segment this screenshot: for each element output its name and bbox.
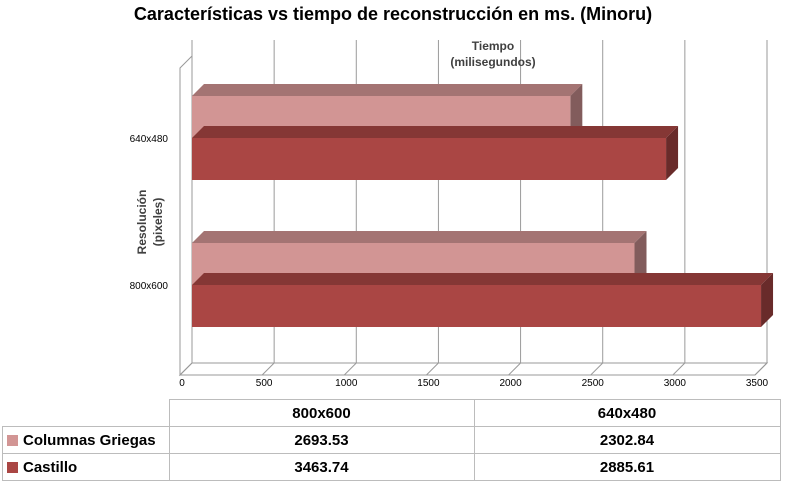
table-header-cell: 640x480 [473,399,781,427]
data-table: 800x600 640x480 Columnas Griegas 2693.53… [2,399,781,481]
bar-side [666,126,679,180]
x-tick-label: 500 [256,378,273,389]
gridline [672,362,686,376]
y-tick-labels: 640x480 800x600 [130,134,169,292]
legend-entry: Castillo [2,453,170,481]
axis-label-line: Resolución [135,190,149,255]
bar-top [192,231,647,243]
table-cell: 2693.53 [168,426,475,454]
table-cell: 2302.84 [473,426,781,454]
gridline [590,362,604,376]
bar-side [761,273,774,327]
x-axis-label: Tiempo (milisegundos) [450,39,535,69]
y-tick-label: 800x600 [130,281,169,292]
legend-swatch [7,434,18,446]
table-header-cell: 800x600 [168,399,475,427]
bar-castillo [192,285,762,327]
gridline [343,362,357,376]
bar-side [570,84,583,138]
x-tick-label: 1000 [335,378,358,389]
table-cell: 2885.61 [473,453,781,481]
side-wall [179,54,193,377]
chart-walls [178,54,769,377]
x-tick-label: 2500 [582,378,605,389]
bar-top [192,126,679,138]
x-tick-labels: 0 500 1000 1500 2000 2500 3000 3500 [179,378,768,389]
bar-side [634,231,647,285]
legend-entry: Columnas Griegas [2,426,170,454]
bar-top [192,273,774,285]
y-tick-label: 640x480 [130,134,169,145]
table-corner [2,399,170,427]
x-tick-label: 3500 [746,378,769,389]
bar-chart: 0 500 1000 1500 2000 2500 3000 3500 640x480 800x… [130,39,774,389]
x-tick-label: 0 [179,378,185,389]
axis-label-line: (milisegundos) [450,55,535,69]
gridline [426,362,439,376]
x-tick-label: 1500 [417,378,440,389]
gridline [179,362,193,376]
table-header-row: 800x600 640x480 [2,399,781,427]
gridline [754,362,768,376]
bars [192,84,774,327]
y-axis-label: Resolución (pixeles) [135,190,165,255]
x-tick-label: 2000 [499,378,522,389]
legend-swatch [7,461,18,473]
axis-label-line: Tiempo [472,39,514,53]
chart-title: Características vs tiempo de reconstrucc… [133,4,653,24]
bar-castillo [192,138,667,180]
table-row: Columnas Griegas 2693.53 2302.84 [2,426,781,454]
legend-label: Columnas Griegas [23,431,156,449]
x-tick-label: 3000 [664,378,687,389]
legend-label: Castillo [23,458,78,476]
gridline [508,362,521,376]
gridline [261,362,275,376]
table-cell: 3463.74 [168,453,475,481]
bar-top [192,84,583,96]
table-row: Castillo 3463.74 2885.61 [2,453,781,481]
axis-label-line: (pixeles) [151,198,165,247]
